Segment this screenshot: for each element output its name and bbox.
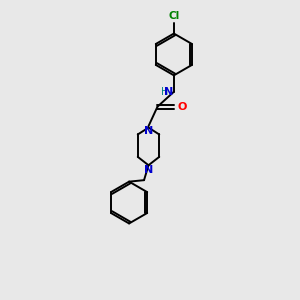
Text: N: N	[164, 87, 173, 97]
Text: O: O	[178, 102, 187, 112]
Text: Cl: Cl	[168, 11, 179, 21]
Text: N: N	[144, 126, 153, 136]
Text: N: N	[144, 165, 153, 175]
Text: H: H	[161, 87, 169, 97]
